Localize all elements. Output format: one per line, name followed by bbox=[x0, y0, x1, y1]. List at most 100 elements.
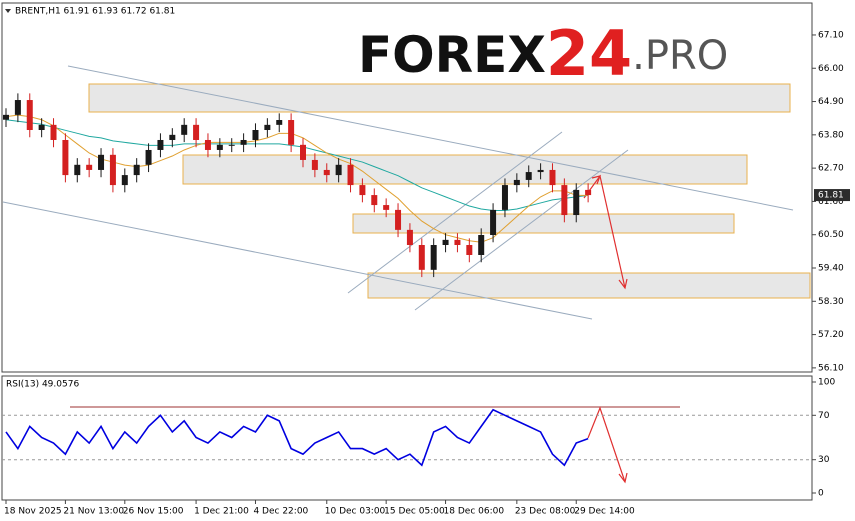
candle-body bbox=[3, 114, 9, 120]
zone bbox=[367, 272, 811, 299]
x-tick-label: 10 Dec 03:00 bbox=[325, 507, 386, 517]
x-tick-label: 18 Nov 2025 bbox=[4, 507, 62, 517]
candle-body bbox=[50, 124, 57, 140]
rsi-line bbox=[5, 408, 589, 467]
y-tick-label: 67.10 bbox=[818, 30, 844, 40]
candle-body bbox=[430, 245, 437, 270]
price-panel bbox=[1, 2, 813, 373]
candle-body bbox=[216, 144, 223, 150]
arrow-head bbox=[618, 278, 628, 290]
candle-body bbox=[383, 205, 390, 210]
candle-body bbox=[74, 164, 81, 176]
candle-body bbox=[109, 154, 116, 186]
candle-body bbox=[371, 195, 378, 206]
candle-body bbox=[121, 175, 128, 186]
x-tick-label: 29 Dec 14:00 bbox=[574, 507, 635, 517]
candle-body bbox=[406, 229, 413, 246]
brand: FOREX bbox=[358, 26, 546, 84]
candle-body bbox=[573, 189, 580, 216]
x-tick-label: 15 Dec 05:00 bbox=[384, 507, 445, 517]
candle-body bbox=[585, 189, 592, 196]
y-tick-label: 56.10 bbox=[818, 363, 844, 373]
candle-body bbox=[264, 124, 271, 130]
candle-body bbox=[454, 239, 461, 246]
channels bbox=[2, 65, 794, 320]
arrow-head bbox=[618, 472, 628, 484]
trend-line bbox=[414, 149, 629, 311]
arrow-head bbox=[591, 175, 601, 185]
candle-body bbox=[347, 164, 354, 186]
candle-body bbox=[26, 100, 33, 130]
candle-body bbox=[14, 100, 21, 115]
y-tick-label: 59.40 bbox=[818, 264, 844, 274]
chart-title: BRENT,H1 61.91 61.93 61.72 61.81 bbox=[15, 7, 175, 17]
trend-line bbox=[347, 131, 563, 294]
y-tick-label: 62.70 bbox=[818, 164, 844, 174]
rsi-panel bbox=[1, 375, 813, 501]
candle-body bbox=[561, 185, 568, 216]
brand-number: 24 bbox=[546, 17, 632, 90]
rsi-title: RSI(13) 49.0576 bbox=[6, 380, 79, 390]
brand-suffix: .PRO bbox=[632, 33, 728, 79]
candle-body bbox=[240, 139, 247, 145]
candle-body bbox=[466, 245, 473, 255]
y-tick-label: 60.50 bbox=[818, 230, 844, 240]
y-tick-label: 100 bbox=[818, 378, 835, 388]
y-tick-label: 64.90 bbox=[818, 97, 844, 107]
candle-body bbox=[490, 209, 497, 236]
x-tick-label: 23 Dec 08:00 bbox=[515, 507, 576, 517]
x-tick-label: 26 Nov 15:00 bbox=[123, 507, 184, 517]
candle-body bbox=[193, 124, 200, 140]
candle-body bbox=[525, 172, 532, 180]
watermark: FOREX24.PRO bbox=[358, 17, 728, 90]
candle-body bbox=[169, 134, 176, 140]
candle-body bbox=[62, 139, 69, 176]
y-tick-label: 61.60 bbox=[818, 197, 844, 207]
y-tick-label: 70 bbox=[818, 411, 830, 421]
candle-body bbox=[252, 129, 259, 140]
candle-body bbox=[311, 159, 318, 170]
y-tick-label: 57.20 bbox=[818, 330, 844, 340]
x-tick-label: 18 Dec 06:00 bbox=[444, 507, 505, 517]
candle-body bbox=[537, 169, 544, 173]
trend-line bbox=[67, 65, 794, 211]
forecast-arrow bbox=[587, 406, 626, 483]
candle-body bbox=[86, 164, 93, 170]
watermark-text: FOREX24.PRO bbox=[358, 17, 728, 90]
candle-body bbox=[204, 139, 211, 150]
candle-body bbox=[228, 144, 235, 146]
y-tick-label: 63.80 bbox=[818, 130, 844, 140]
candle-body bbox=[513, 179, 520, 186]
last-price-box bbox=[814, 189, 850, 202]
candle-body bbox=[157, 139, 164, 150]
y-tick-label: 0 bbox=[818, 489, 824, 499]
candle-body bbox=[323, 169, 330, 176]
candle-body bbox=[501, 185, 508, 210]
x-tick-label: 1 Dec 21:00 bbox=[194, 507, 249, 517]
candle-body bbox=[300, 144, 306, 160]
y-tick-label: 66.00 bbox=[818, 64, 844, 74]
candle-body bbox=[442, 239, 449, 246]
y-tick-label: 58.30 bbox=[818, 297, 844, 307]
menu-triangle bbox=[5, 9, 11, 13]
last-price-label: 61.81 bbox=[818, 191, 844, 201]
candle-body bbox=[145, 149, 152, 165]
candle-body bbox=[395, 209, 402, 230]
x-tick-label: 21 Nov 13:00 bbox=[63, 507, 124, 517]
candle-body bbox=[549, 169, 556, 186]
y-tick-label: 30 bbox=[818, 455, 830, 465]
zone bbox=[88, 83, 791, 113]
candle-body bbox=[276, 120, 283, 125]
candle-body bbox=[478, 235, 485, 255]
candle-body bbox=[38, 124, 45, 130]
candle-body bbox=[98, 154, 105, 170]
zones bbox=[88, 83, 811, 299]
candle-body bbox=[288, 120, 295, 145]
candle-body bbox=[181, 124, 188, 135]
trend-line bbox=[2, 201, 593, 320]
candle-body bbox=[335, 164, 342, 176]
zone bbox=[182, 154, 748, 185]
candle-body bbox=[359, 185, 366, 196]
x-tick-label: 4 Dec 22:00 bbox=[253, 507, 308, 517]
